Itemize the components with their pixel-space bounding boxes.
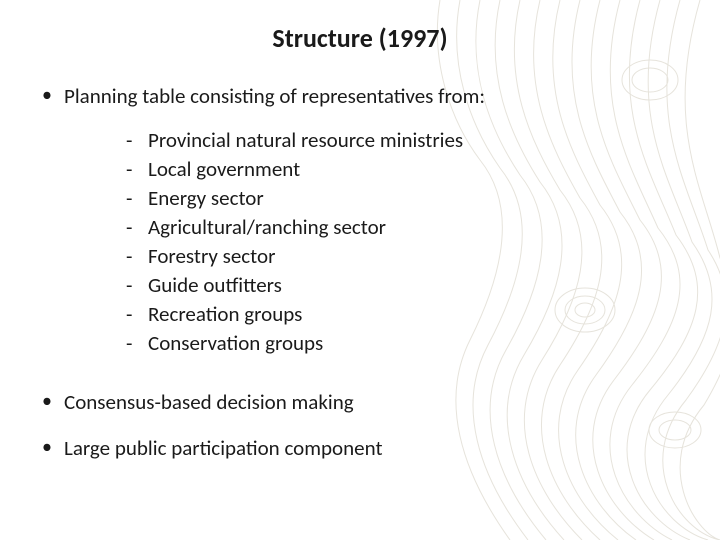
sub-bullet-item: Local government <box>126 155 684 184</box>
main-bullet-list: Planning table consisting of representat… <box>36 82 684 463</box>
sub-bullet-item: Energy sector <box>126 184 684 213</box>
sub-bullet-item: Recreation groups <box>126 300 684 329</box>
sub-bullet-item: Guide outfitters <box>126 271 684 300</box>
bullet-item: Planning table consisting of representat… <box>40 82 684 358</box>
bullet-text: Consensus-based decision making <box>64 389 354 415</box>
sub-bullet-item: Conservation groups <box>126 329 684 358</box>
bullet-item: Consensus-based decision making <box>40 388 684 416</box>
sub-bullet-item: Forestry sector <box>126 242 684 271</box>
sub-bullet-list: Provincial natural resource ministries L… <box>64 126 684 358</box>
bullet-text: Planning table consisting of representat… <box>64 83 485 109</box>
slide-title: Structure (1997) <box>36 22 684 54</box>
sub-bullet-item: Provincial natural resource ministries <box>126 126 684 155</box>
sub-bullet-item: Agricultural/ranching sector <box>126 213 684 242</box>
bullet-text: Large public participation component <box>64 435 382 461</box>
slide-content: Structure (1997) Planning table consisti… <box>0 0 720 463</box>
bullet-item: Large public participation component <box>40 434 684 462</box>
